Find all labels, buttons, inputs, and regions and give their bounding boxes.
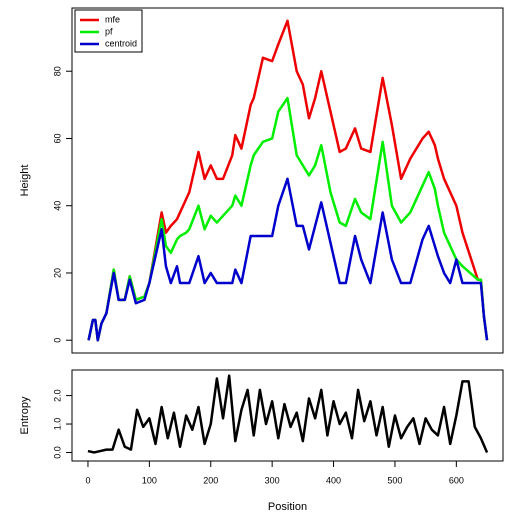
x-tick-label: 200 bbox=[203, 475, 218, 485]
legend-label: centroid bbox=[105, 38, 137, 48]
legend-label: mfe bbox=[105, 14, 120, 24]
y-tick-label: 20 bbox=[52, 268, 62, 278]
y-tick-label: 0 bbox=[52, 338, 62, 343]
x-tick-label: 0 bbox=[85, 475, 90, 485]
x-tick-label: 400 bbox=[326, 475, 341, 485]
x-tick-label: 300 bbox=[265, 475, 280, 485]
legend-label: pf bbox=[105, 26, 113, 36]
y-tick-label: 60 bbox=[52, 133, 62, 143]
x-tick-label: 600 bbox=[449, 475, 464, 485]
y-axis-label: Entropy bbox=[19, 396, 31, 434]
x-tick-label: 500 bbox=[387, 475, 402, 485]
x-axis-label: Position bbox=[268, 501, 307, 513]
y-tick-label: 40 bbox=[52, 201, 62, 211]
y-tick-label: 2.0 bbox=[52, 389, 62, 402]
y-tick-label: 0.0 bbox=[52, 446, 62, 459]
plot-box bbox=[71, 369, 504, 462]
series-line bbox=[87, 177, 489, 342]
y-tick-label: 1.0 bbox=[52, 418, 62, 431]
x-tick-label: 100 bbox=[142, 475, 157, 485]
y-tick-label: 80 bbox=[52, 66, 62, 76]
y-axis-label: Height bbox=[19, 165, 31, 197]
series-line bbox=[87, 374, 489, 454]
plot-box bbox=[71, 7, 504, 354]
